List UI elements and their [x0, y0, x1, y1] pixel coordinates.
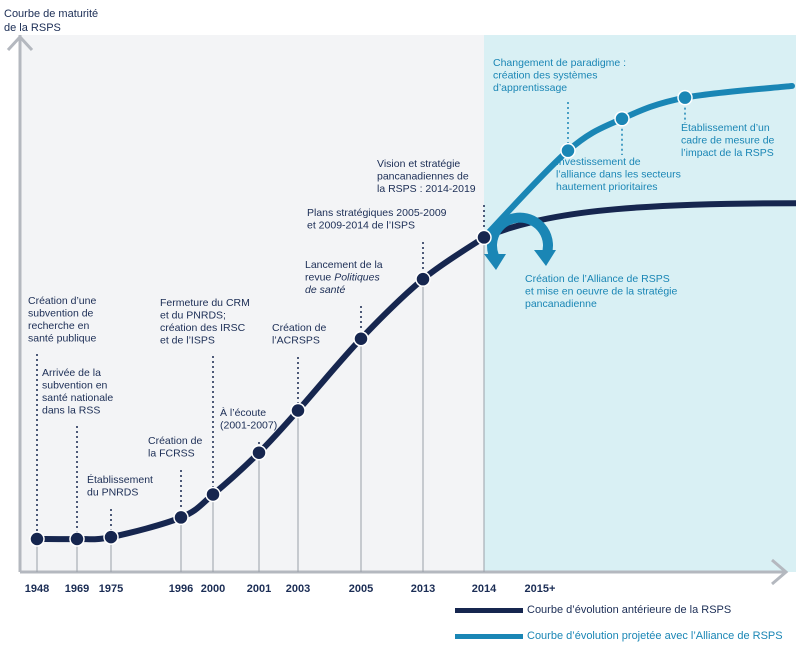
x-tick-label: 1975	[99, 583, 123, 595]
cycle-arrowhead-icon	[484, 254, 506, 270]
legend-item-projected: Courbe d’évolution projetée avec l’Allia…	[455, 630, 783, 642]
milestone-label: Lancement de la revue Politiques de santé	[305, 259, 383, 296]
legend-label-projected: Courbe d’évolution projetée avec l’Allia…	[527, 630, 783, 642]
projected-milestone-label: Création de l’Alliance de RSPS et mise en…	[525, 273, 677, 310]
x-tick-label: 2000	[201, 583, 225, 595]
milestone-label: Établissement du PNRDS	[87, 473, 153, 499]
milestone-point	[173, 509, 189, 526]
legend-swatch-past	[455, 607, 523, 613]
past-period-background	[20, 35, 484, 572]
milestone-label: Fermeture du CRM et du PNRDS; création des…	[160, 297, 250, 347]
milestone-point	[205, 486, 221, 503]
projected-milestone-label: Établissement d’un cadre de mesure de l’im…	[681, 121, 775, 159]
x-tick-label: 2014	[472, 583, 497, 595]
y-axis-arrow	[6, 34, 34, 52]
milestone-label: À l’écoute (2001-2007)	[220, 406, 277, 432]
x-tick-label: 2003	[286, 583, 310, 595]
projected-milestone-point	[560, 142, 576, 159]
milestone-label: Création de la FCRSS	[148, 435, 202, 460]
x-tick-label: 1996	[169, 583, 193, 595]
milestone-point	[290, 402, 306, 419]
milestone-point	[353, 330, 369, 347]
x-tick-label: 2013	[411, 583, 435, 595]
y-axis-label: de la RSPS	[4, 22, 61, 34]
past-curve-line	[34, 234, 487, 543]
milestone-label: Plans stratégiques 2005-2009 et 2009-2014…	[307, 207, 447, 232]
milestone-point	[69, 531, 85, 547]
legend-label-past: Courbe d’évolution antérieure de la RSPS	[527, 604, 732, 616]
x-tick-label: 2001	[247, 583, 271, 595]
x-tick-label: 2005	[349, 583, 373, 595]
cycle-arrowhead-icon	[534, 250, 556, 266]
milestone-label: Création de l’ACRSPS	[272, 322, 326, 347]
projected-milestone-label: Changement de paradigme : création des sy…	[493, 57, 626, 94]
x-axis-arrow	[771, 558, 789, 586]
milestone-label: Création d’une subvention de recherche en s…	[28, 295, 96, 345]
x-tick-label: 1948	[25, 583, 49, 595]
projected-milestone-point	[677, 89, 693, 106]
milestone-point	[415, 271, 431, 287]
legend-item-past: Courbe d’évolution antérieure de la RSPS	[455, 604, 731, 616]
milestone-point	[103, 529, 119, 545]
projected-period-background	[484, 35, 796, 572]
projected-milestone-label: Investissement de l’alliance dans les sec…	[556, 156, 681, 193]
x-tick-label: 2015+	[525, 583, 556, 595]
milestone-label: Vision et stratégie pancanadiennes de la R…	[377, 158, 476, 195]
milestone-label: Arrivée de la subvention en santé national…	[42, 367, 113, 417]
projected-milestone-point	[614, 111, 630, 127]
milestone-point	[29, 531, 45, 547]
y-axis-label: Courbe de maturité	[4, 8, 98, 20]
x-tick-label: 1969	[65, 583, 89, 595]
cycle-arrow-icon	[487, 212, 553, 258]
branch-point	[476, 229, 492, 246]
milestone-point	[251, 444, 267, 461]
past-curve-continuation	[482, 200, 797, 241]
legend-swatch-projected	[455, 633, 523, 639]
